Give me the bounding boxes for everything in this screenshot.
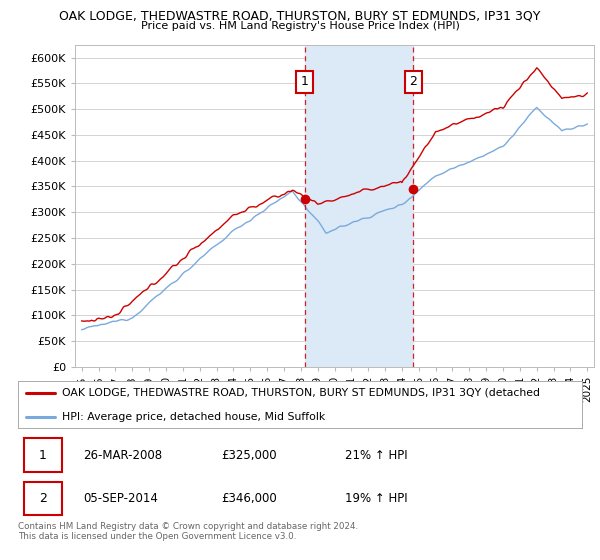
Text: 05-SEP-2014: 05-SEP-2014 bbox=[83, 492, 158, 505]
Text: £346,000: £346,000 bbox=[221, 492, 277, 505]
Text: OAK LODGE, THEDWASTRE ROAD, THURSTON, BURY ST EDMUNDS, IP31 3QY: OAK LODGE, THEDWASTRE ROAD, THURSTON, BU… bbox=[59, 10, 541, 22]
FancyBboxPatch shape bbox=[23, 438, 62, 472]
Text: OAK LODGE, THEDWASTRE ROAD, THURSTON, BURY ST EDMUNDS, IP31 3QY (detached: OAK LODGE, THEDWASTRE ROAD, THURSTON, BU… bbox=[62, 388, 540, 398]
Text: 2: 2 bbox=[409, 76, 417, 88]
Text: 2: 2 bbox=[39, 492, 47, 505]
Text: 1: 1 bbox=[39, 449, 47, 461]
Text: £325,000: £325,000 bbox=[221, 449, 277, 461]
Bar bbox=[305, 45, 413, 367]
Text: HPI: Average price, detached house, Mid Suffolk: HPI: Average price, detached house, Mid … bbox=[62, 412, 325, 422]
FancyBboxPatch shape bbox=[23, 482, 62, 515]
Text: 21% ↑ HPI: 21% ↑ HPI bbox=[345, 449, 408, 461]
Text: Contains HM Land Registry data © Crown copyright and database right 2024.
This d: Contains HM Land Registry data © Crown c… bbox=[18, 522, 358, 542]
Text: Price paid vs. HM Land Registry's House Price Index (HPI): Price paid vs. HM Land Registry's House … bbox=[140, 21, 460, 31]
Text: 26-MAR-2008: 26-MAR-2008 bbox=[83, 449, 162, 461]
Text: 19% ↑ HPI: 19% ↑ HPI bbox=[345, 492, 408, 505]
Text: 1: 1 bbox=[301, 76, 308, 88]
